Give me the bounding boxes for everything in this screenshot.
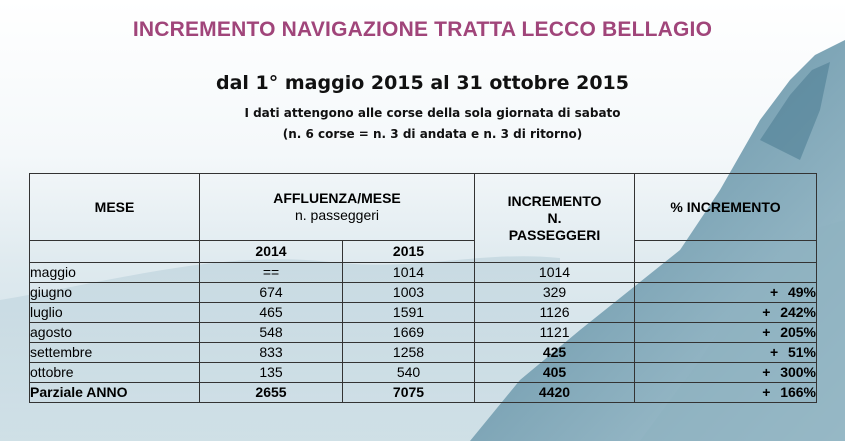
header-incremento: INCREMENTO N. PASSEGGERI — [474, 173, 635, 263]
pct-value: 300% — [780, 364, 816, 380]
pct-value: 242% — [780, 304, 816, 320]
cell-mese: luglio — [29, 302, 200, 323]
cell-incremento: 1126 — [474, 302, 635, 323]
cell-2014: 674 — [199, 282, 343, 303]
table-header-row: MESE AFFLUENZA/MESE n. passeggeri INCREM… — [29, 173, 817, 263]
pct-sign: + — [762, 304, 771, 320]
cell-2015: 1258 — [342, 342, 475, 363]
cell-percent: +49% — [634, 282, 817, 303]
cell-incremento-total: 4420 — [474, 382, 635, 403]
table-year-header-row: 2014 2015 — [29, 240, 817, 263]
cell-2014: 548 — [199, 322, 343, 343]
cell-incremento: 1121 — [474, 322, 635, 343]
cell-incremento: 405 — [474, 362, 635, 383]
cell-percent: +51% — [634, 342, 817, 363]
cell-2015: 1003 — [342, 282, 475, 303]
header-empty — [29, 240, 200, 263]
pct-sign: + — [762, 324, 771, 340]
header-incremento-line3: PASSEGGERI — [508, 226, 601, 243]
note-trips-count: (n. 6 corse = n. 3 di andata e n. 3 di r… — [282, 127, 583, 141]
header-empty-pct — [634, 240, 817, 263]
header-incremento-line2: N. — [547, 209, 562, 226]
note-saturday-only: I dati attengono alle corse della sola g… — [244, 106, 621, 120]
page-title: INCREMENTO NAVIGAZIONE TRATTA LECCO BELL… — [132, 18, 713, 41]
cell-percent: +205% — [634, 322, 817, 343]
cell-2014: 135 — [199, 362, 343, 383]
table-row: maggio == 1014 1014 — [29, 262, 817, 283]
cell-mese: ottobre — [29, 362, 200, 383]
cell-percent: +242% — [634, 302, 817, 323]
pct-sign: + — [769, 344, 779, 360]
cell-mese: maggio — [29, 262, 200, 283]
cell-mese: settembre — [29, 342, 200, 363]
header-mese: MESE — [29, 173, 200, 241]
cell-2015-total: 7075 — [342, 382, 475, 403]
table-row: giugno 674 1003 329 +49% — [29, 282, 817, 303]
cell-2014: 465 — [199, 302, 343, 323]
header-year-2014: 2014 — [199, 240, 343, 263]
header-year-2015: 2015 — [342, 240, 475, 263]
header-affluenza-line1: AFFLUENZA/MESE — [273, 190, 401, 206]
table-total-row: Parziale ANNO 2655 7075 4420 +166% — [29, 382, 817, 403]
date-range-subtitle: dal 1° maggio 2015 al 31 ottobre 2015 — [215, 72, 629, 94]
header-affluenza: AFFLUENZA/MESE n. passeggeri — [199, 173, 475, 241]
pct-sign: + — [769, 284, 779, 300]
cell-incremento: 1014 — [474, 262, 635, 283]
pct-value: 205% — [780, 324, 816, 340]
passenger-increment-table: MESE AFFLUENZA/MESE n. passeggeri INCREM… — [29, 173, 817, 403]
cell-mese: agosto — [29, 322, 200, 343]
cell-mese: giugno — [29, 282, 200, 303]
cell-2015: 1669 — [342, 322, 475, 343]
cell-2015: 540 — [342, 362, 475, 383]
cell-incremento: 329 — [474, 282, 635, 303]
table-row: settembre 833 1258 425 +51% — [29, 342, 817, 363]
cell-2014: == — [199, 262, 343, 283]
cell-percent: +300% — [634, 362, 817, 383]
pct-sign: + — [762, 364, 771, 380]
table-row: agosto 548 1669 1121 +205% — [29, 322, 817, 343]
cell-2015: 1591 — [342, 302, 475, 323]
pct-value: 166% — [780, 384, 816, 400]
cell-percent — [634, 262, 817, 283]
table-row: ottobre 135 540 405 +300% — [29, 362, 817, 383]
cell-2014: 833 — [199, 342, 343, 363]
cell-2014-total: 2655 — [199, 382, 343, 403]
pct-sign: + — [762, 384, 771, 400]
cell-incremento: 425 — [474, 342, 635, 363]
table-row: luglio 465 1591 1126 +242% — [29, 302, 817, 323]
pct-value: 51% — [787, 344, 816, 360]
cell-2015: 1014 — [342, 262, 475, 283]
header-incremento-line1: INCREMENTO — [507, 192, 602, 209]
pct-value: 49% — [787, 284, 816, 300]
cell-percent-total: +166% — [634, 382, 817, 403]
cell-mese-total: Parziale ANNO — [29, 382, 200, 403]
header-affluenza-line2: n. passeggeri — [294, 207, 380, 223]
header-percent: % INCREMENTO — [634, 173, 817, 241]
